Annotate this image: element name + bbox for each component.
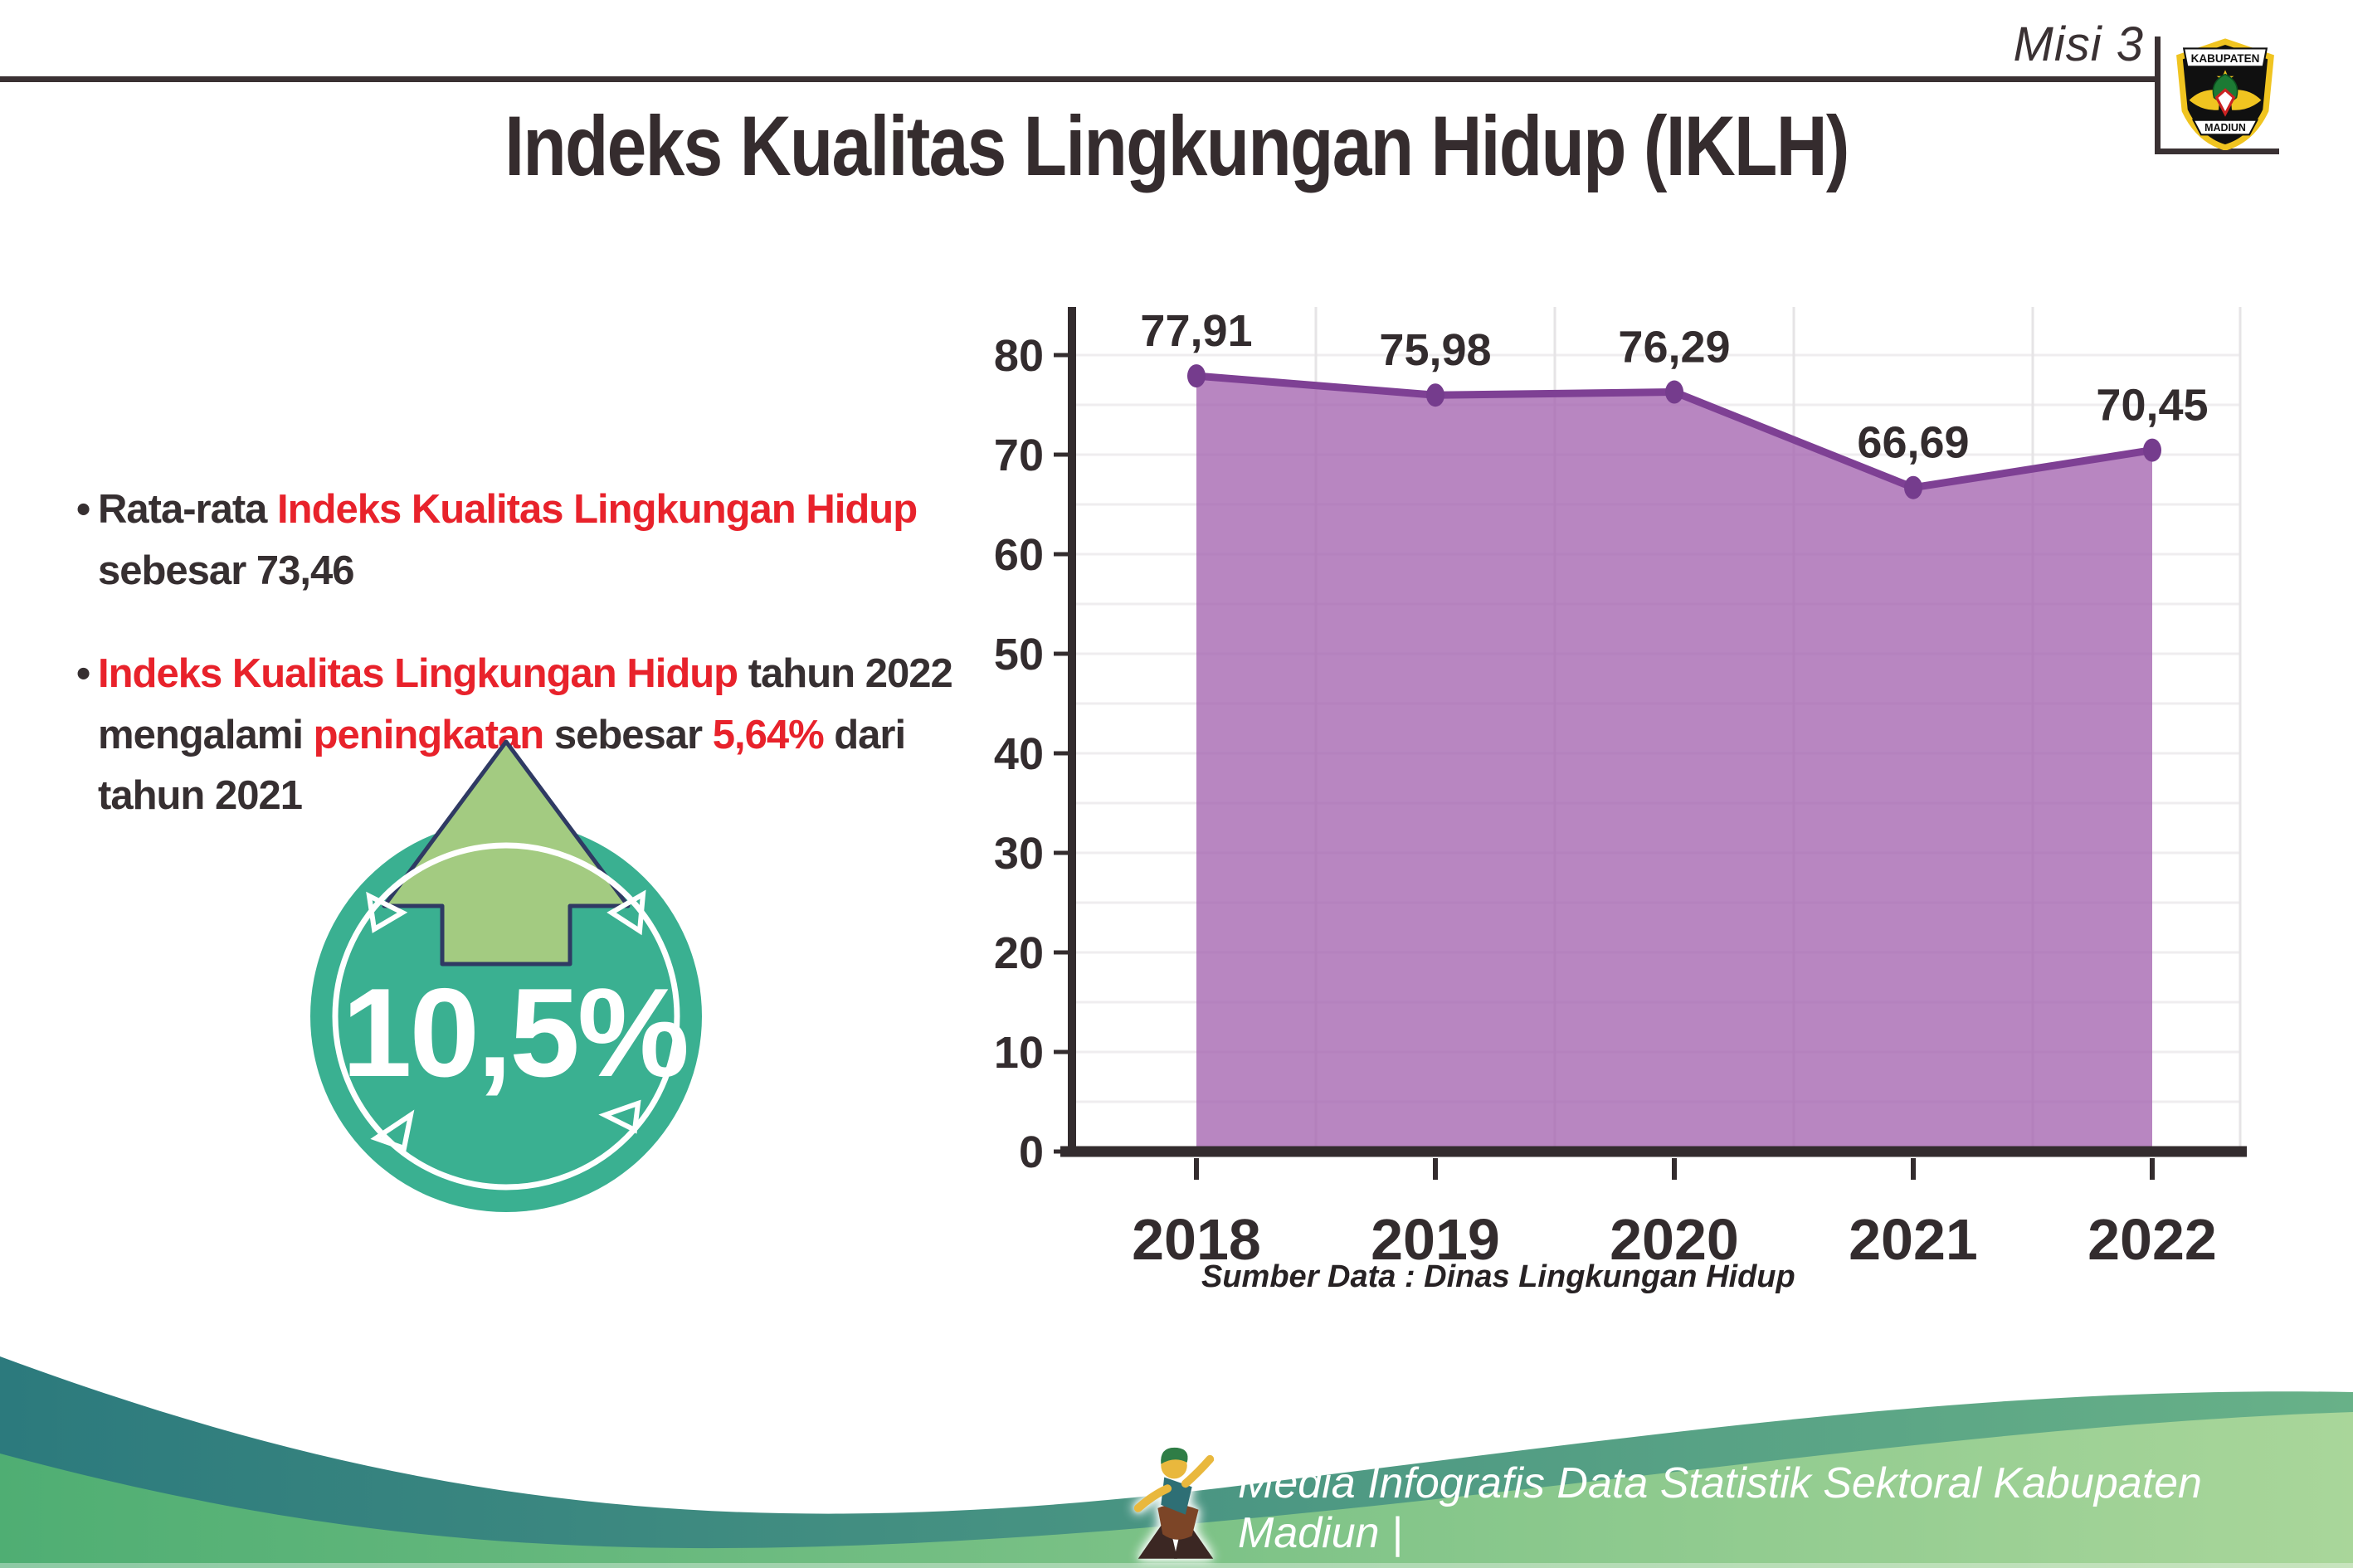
badge-accent-triangle-ne (607, 889, 646, 936)
bullet-text-segment: dari (823, 712, 906, 757)
chart-y-tick-label: 10 (994, 1028, 1044, 1078)
chart-y-tick-label: 40 (994, 729, 1044, 779)
iklh-area-chart: 77,91 75,98 76,29 66,69 70,45 0 10 20 30 40 50 60 70… (994, 306, 2247, 1272)
bullet-increase-iklh: • Indeks Kualitas Lingkungan Hidup tahun … (76, 644, 1044, 827)
chart-x-tick-label: 2021 (1849, 1207, 1978, 1272)
bullet-text-segment: sebesar (543, 712, 713, 757)
bottom-edge-strip (0, 1563, 2353, 1568)
bullet-text-segment: mengalami (98, 712, 314, 757)
mascot-skirt (1157, 1504, 1199, 1540)
chart-value-label: 77,91 (1140, 306, 1252, 356)
chart-y-tick-label: 50 (994, 630, 1044, 679)
badge-percentage: 10,5% (342, 962, 689, 1103)
bullet-text-segment: Rata-rata (98, 487, 278, 532)
chart-value-label: 70,45 (2096, 381, 2208, 431)
chart-y-tick-label: 30 (994, 829, 1044, 879)
dancer-mascot-icon (1133, 1447, 1215, 1559)
bullet-text-segment: Indeks Kualitas Lingkungan Hidup (277, 487, 918, 532)
footer-waves (0, 1356, 2353, 1568)
chart-y-tick-label: 70 (994, 431, 1044, 480)
chart-x-tick-label: 2022 (2087, 1207, 2217, 1272)
bullet-text-segment: Indeks Kualitas Lingkungan Hidup (98, 651, 738, 696)
bullet-dot: • (76, 651, 90, 696)
bullet-text-segment: 5,64% (712, 712, 825, 757)
chart-point-marker (1904, 475, 1922, 499)
mascot-cap (1161, 1447, 1188, 1464)
chart-y-tick-label: 60 (994, 530, 1044, 580)
chart-value-label: 66,69 (1857, 418, 1969, 468)
mascot-arm-left (1133, 1484, 1172, 1512)
chart-x-tick-label: 2019 (1371, 1207, 1500, 1272)
kabupaten-madiun-logo: KABUPATEN MADIUN (2176, 38, 2274, 150)
logo-banner-bottom (2191, 119, 2259, 136)
logo-frame-vertical (2155, 37, 2161, 154)
chart-y-tick-label: 20 (994, 928, 1044, 978)
bullet-text: Indeks Kualitas Lingkungan Hidup tahun 2… (98, 651, 953, 818)
page-title: Indeks Kualitas Lingkungan Hidup (IKLH) (504, 99, 1849, 193)
mascot-arm-right (1181, 1454, 1215, 1488)
chart-value-label: 75,98 (1379, 325, 1491, 375)
logo-center-shield (2214, 88, 2236, 117)
mission-label: Misi 3 (2013, 17, 2144, 71)
badge-accent-triangle-se (598, 1099, 641, 1134)
badge-accent-triangle-nw (366, 891, 408, 933)
chart-x-tick-label: 2018 (1132, 1207, 1261, 1272)
footer-caption: Media Infografis Data Statistik Sektoral… (1238, 1459, 2202, 1557)
chart-point-marker (2143, 438, 2161, 462)
chart-point-marker (1187, 364, 1206, 388)
bullet-average-iklh: • Rata-rata Indeks Kualitas Lingkungan Hi… (76, 480, 1044, 601)
badge-inner-ring (332, 842, 680, 1191)
chart-x-tick-label: 2020 (1610, 1207, 1739, 1272)
increase-badge (310, 739, 702, 1212)
chart-point-marker (1426, 383, 1444, 407)
badge-accent-triangle-sw (370, 1109, 415, 1152)
bullet-text-segment: sebesar 73,46 (98, 548, 354, 593)
chart-area (1196, 376, 2152, 1152)
bullet-text-segment: tahun 2021 (98, 773, 303, 818)
logo-banner-top (2182, 47, 2268, 68)
logo-banner-top-text: KABUPATEN (2191, 52, 2260, 65)
chart-point-marker (1665, 380, 1683, 404)
bullet-dot: • (76, 487, 90, 532)
logo-frame-bottom (2155, 149, 2279, 154)
source-note: Sumber Data : Dinas Lingkungan Hidup (1201, 1259, 1795, 1294)
bullet-text: Rata-rata Indeks Kualitas Lingkungan Hid… (98, 487, 918, 593)
header-rule (0, 76, 2156, 82)
chart-y-tick-label: 80 (994, 331, 1044, 381)
chart-value-label: 76,29 (1618, 323, 1730, 373)
footer-wave-green (0, 1412, 2353, 1568)
logo-banner-bottom-text: MADIUN (2204, 122, 2246, 134)
chart-y-tick-label: 0 (1019, 1127, 1044, 1177)
bullet-text-segment: tahun 2022 (738, 651, 953, 696)
